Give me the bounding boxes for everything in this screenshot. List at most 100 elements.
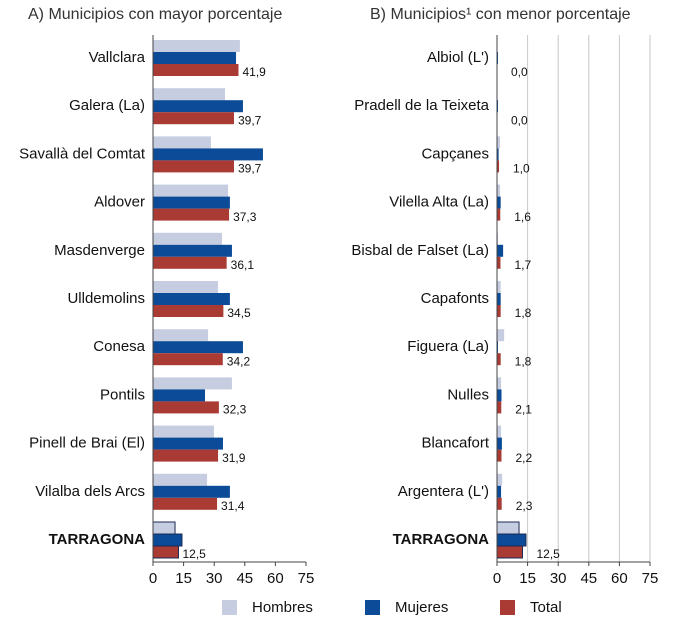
category-label: Pontils [100,386,145,403]
value-label: 12,5 [183,547,207,561]
bar [497,281,501,293]
bar [153,353,223,366]
value-label: 34,2 [227,354,251,368]
value-label: 34,5 [227,306,251,320]
bar [153,184,229,197]
bar [497,305,501,317]
category-label: Savallà del Comtat [19,145,146,162]
bar [497,377,502,390]
bar [153,389,206,402]
bar [153,64,239,76]
category-label: Galera (La) [69,97,145,114]
bar [497,196,501,209]
panel-title: B) Municipios¹ con menor porcentaje [370,6,631,23]
bar [497,353,501,366]
bar [153,281,219,293]
bar [497,208,501,221]
x-tick-label: 15 [175,570,192,587]
x-tick-label: 30 [206,570,223,587]
bar [497,148,499,161]
bar [153,377,232,390]
bar [153,485,230,498]
category-label: Figuera (La) [407,338,489,355]
legend-swatch [500,600,515,615]
bar [497,244,504,257]
panel-title: A) Municipios con mayor porcentaje [28,6,282,23]
bar [153,341,243,354]
category-label: Ulldemolins [67,290,145,307]
category-label: Conesa [93,338,145,355]
category-label: Blancafort [421,435,489,452]
bar [497,497,502,510]
category-label: Pinell de Brai (El) [29,435,145,452]
x-tick-label: 15 [519,570,536,587]
bar [497,232,499,245]
bar [153,88,226,101]
bar [153,329,209,342]
bar [152,545,179,559]
bar [496,521,520,535]
legend-label: Hombres [252,599,313,616]
x-tick-label: 75 [298,570,315,587]
category-label: Bisbal de Falset (La) [351,242,489,259]
value-label: 1,6 [514,210,531,224]
legend-label: Total [530,599,562,616]
value-label: 39,7 [238,162,262,176]
value-label: 39,7 [238,113,262,127]
value-label: 1,8 [515,306,532,320]
category-label: Argentera (L') [398,483,489,500]
x-tick-label: 0 [493,570,501,587]
bar [153,52,237,64]
x-tick-label: 60 [611,570,628,587]
x-tick-label: 75 [642,570,659,587]
bar [496,533,527,547]
value-label: 31,9 [222,451,246,465]
bar [153,196,230,209]
bar [497,389,502,402]
bar [152,521,176,535]
value-label: 31,4 [221,499,245,513]
bar [153,473,208,486]
legend-label: Mujeres [395,599,448,616]
bar [153,40,240,52]
bar [153,293,230,305]
bar [497,449,502,462]
bar [497,401,502,414]
bar [497,425,502,438]
value-label: 36,1 [231,258,255,272]
bar [153,244,232,257]
bar [497,293,501,305]
bar [153,208,230,221]
category-label: Pradell de la Teixeta [354,97,489,114]
value-label: 41,9 [242,65,266,79]
bar [497,52,499,64]
x-tick-label: 60 [267,570,284,587]
bar [497,160,500,173]
bar [153,425,214,438]
bar [153,437,223,450]
bar [497,256,501,269]
value-label: 2,2 [515,451,532,465]
category-label: Vallclara [89,49,146,66]
x-tick-label: 45 [236,570,253,587]
category-label: Capafonts [421,290,489,307]
bar [497,100,499,113]
bar [152,533,183,547]
bar [153,449,219,462]
value-label: 12,5 [537,547,561,561]
x-tick-label: 45 [580,570,597,587]
value-label: 1,0 [513,162,530,176]
value-label: 0,0 [511,113,528,127]
bar [153,305,224,317]
bar [153,497,218,510]
bar [497,329,505,342]
bar [497,473,503,486]
value-label: 1,7 [514,258,531,272]
x-tick-label: 30 [550,570,567,587]
bar [497,485,502,498]
legend-swatch [365,600,380,615]
value-label: 2,1 [515,403,532,417]
category-label: Vilalba dels Arcs [35,483,145,500]
category-label: Aldover [94,194,145,211]
